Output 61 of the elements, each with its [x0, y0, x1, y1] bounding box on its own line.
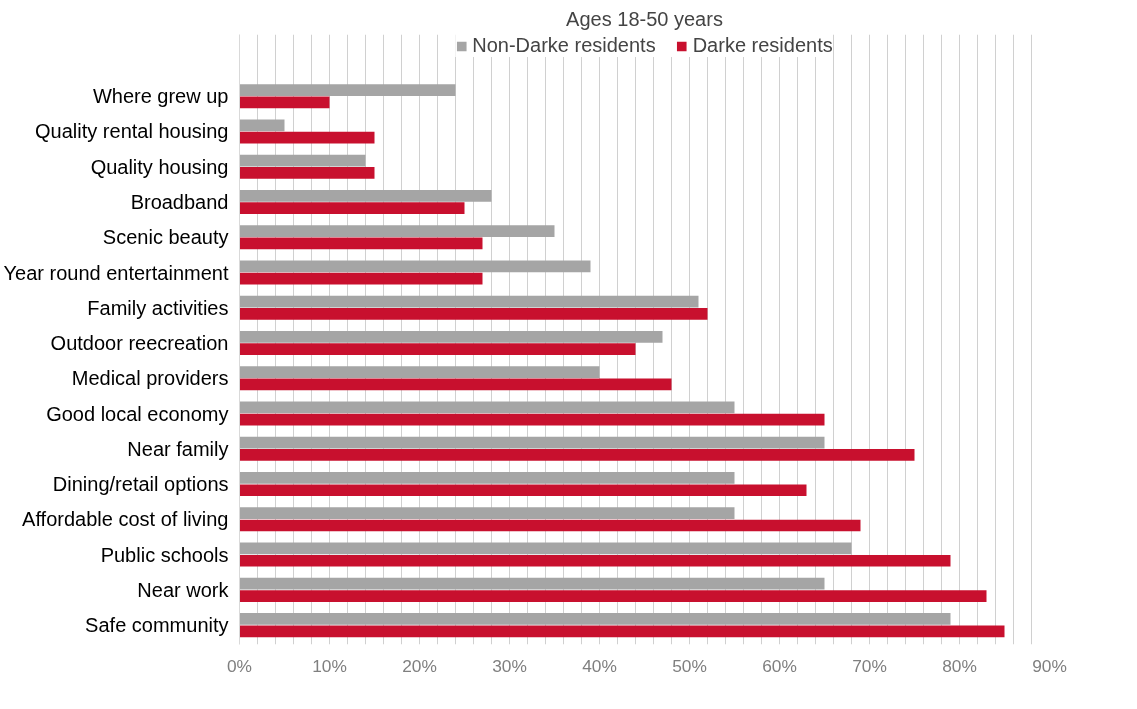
- bar: [239, 225, 555, 237]
- x-tick-label: 90%: [1032, 655, 1067, 676]
- bar: [239, 237, 483, 250]
- x-tick-label: 70%: [852, 655, 887, 676]
- bar: [239, 131, 375, 144]
- bar: [239, 260, 591, 273]
- bar: [239, 613, 951, 625]
- bar: [239, 577, 825, 590]
- bar: [239, 590, 987, 602]
- x-tick-label: 40%: [582, 655, 617, 676]
- bar: [239, 413, 825, 426]
- bar: [239, 472, 735, 484]
- bar: [239, 542, 852, 555]
- y-tick-label: Year round entertainment: [3, 261, 229, 284]
- y-tick-label: Near family: [127, 437, 229, 460]
- x-tick-label: 80%: [942, 655, 977, 676]
- bar: [239, 401, 735, 414]
- bar: [239, 96, 330, 109]
- y-tick-label: Medical providers: [71, 367, 229, 390]
- bar: [239, 167, 375, 179]
- bar: [239, 507, 735, 520]
- x-tick-label: 0%: [226, 655, 253, 676]
- bar: [239, 202, 465, 215]
- bar: [239, 189, 492, 202]
- x-tick-label: 20%: [402, 655, 437, 676]
- legend-label: Non-Darke residents: [472, 34, 656, 57]
- x-tick-label: 50%: [672, 655, 707, 676]
- bar: [239, 295, 699, 308]
- y-tick-label: Broadband: [130, 190, 229, 213]
- y-tick-label: Dining/retail options: [52, 473, 229, 496]
- y-tick-label: Quality housing: [90, 155, 229, 178]
- y-tick-label: Outdoor reecreation: [50, 332, 229, 355]
- bar: [239, 436, 825, 449]
- y-tick-label: Family activities: [87, 296, 229, 319]
- chart-title: Ages 18-50 years: [566, 7, 723, 30]
- bar: [239, 330, 663, 343]
- bar: [239, 554, 951, 567]
- bar: [239, 343, 636, 356]
- y-tick-label: Safe community: [85, 614, 229, 637]
- y-tick-label: Near work: [137, 578, 230, 601]
- y-tick-label: Scenic beauty: [102, 226, 229, 249]
- bar: [239, 378, 672, 391]
- bar: [239, 84, 456, 96]
- y-tick-label: Affordable cost of living: [22, 508, 229, 531]
- y-tick-label: Where grew up: [92, 85, 229, 108]
- bar: [239, 484, 807, 497]
- x-tick-label: 10%: [312, 655, 347, 676]
- y-tick-label: Public schools: [100, 543, 229, 566]
- x-tick-label: 60%: [762, 655, 797, 676]
- x-tick-label: 30%: [492, 655, 527, 676]
- y-tick-label: Quality rental housing: [35, 120, 229, 143]
- bar: [239, 308, 708, 320]
- bar: [239, 366, 600, 378]
- bar: [239, 449, 915, 461]
- bar: [239, 119, 285, 132]
- bar: [239, 519, 861, 532]
- legend-label: Darke residents: [692, 34, 833, 57]
- bar: [239, 272, 483, 285]
- y-tick-label: Good local economy: [46, 402, 229, 425]
- bar: [239, 625, 1005, 638]
- bar: [239, 154, 366, 167]
